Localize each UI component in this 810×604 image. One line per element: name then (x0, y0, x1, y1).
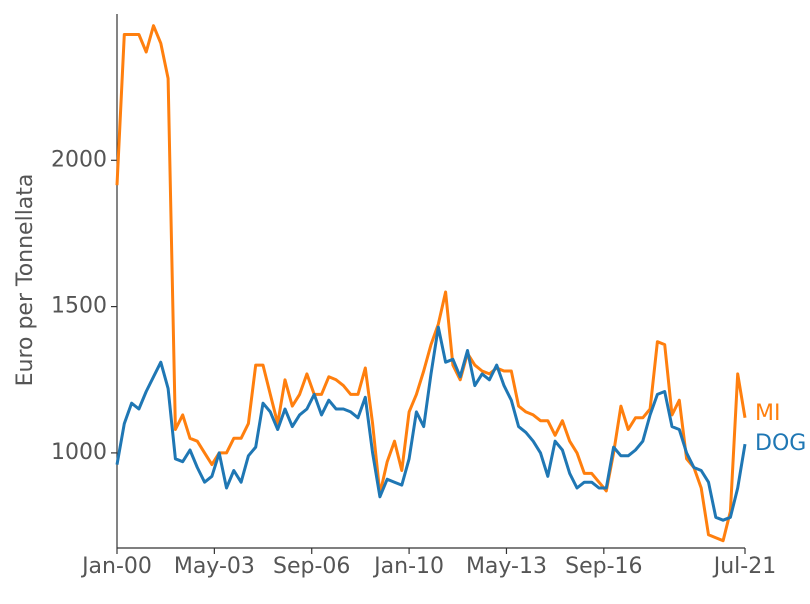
x-tick-label: Jan-10 (372, 554, 444, 579)
x-tick-label: May-03 (174, 554, 255, 579)
x-tick-label: Jul-21 (712, 554, 776, 579)
x-tick-label: Jan-00 (80, 554, 152, 579)
x-tick-label: May-13 (466, 554, 547, 579)
y-tick-label: 1500 (51, 294, 107, 319)
x-tick-label: Sep-06 (273, 554, 350, 579)
y-tick-label: 1000 (51, 440, 107, 465)
x-tick-label: Sep-16 (565, 554, 642, 579)
series-label: DOG (755, 431, 806, 456)
y-tick-label: 2000 (51, 147, 107, 172)
series-line (115, 325, 747, 522)
y-axis-label: Euro per Tonnellata (13, 174, 38, 387)
series-line (115, 24, 747, 543)
series-label: MI (755, 401, 780, 426)
